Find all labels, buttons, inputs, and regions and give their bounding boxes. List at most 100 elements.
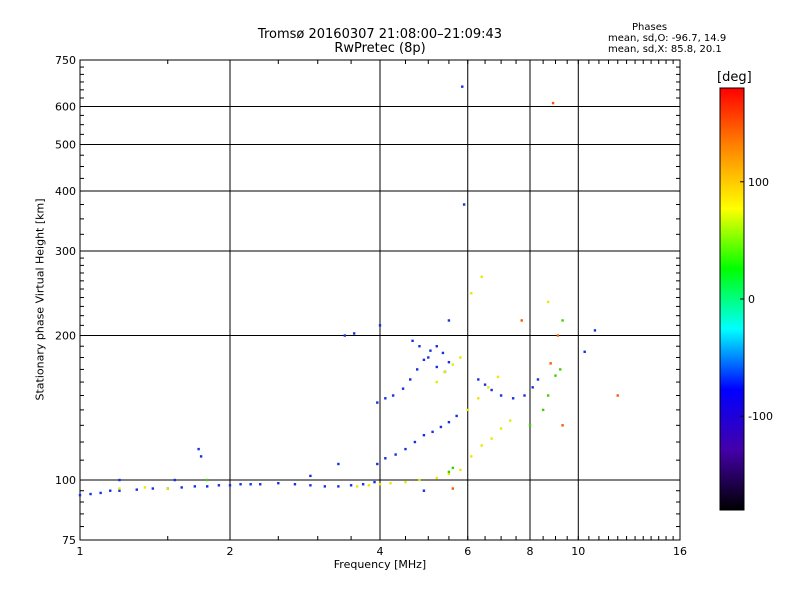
data-point bbox=[431, 430, 434, 434]
data-point bbox=[259, 483, 262, 486]
data-point bbox=[616, 394, 619, 397]
data-point bbox=[249, 483, 252, 486]
data-point bbox=[404, 480, 407, 484]
data-point bbox=[477, 378, 480, 381]
data-point bbox=[228, 484, 232, 487]
data-point bbox=[376, 462, 379, 466]
data-point bbox=[180, 486, 183, 489]
x-tick-label: 6 bbox=[464, 545, 471, 558]
data-point bbox=[118, 478, 121, 482]
data-point bbox=[143, 486, 147, 489]
y-tick-label: 400 bbox=[55, 185, 76, 198]
data-point bbox=[480, 275, 483, 279]
colorbar-tick-label: -100 bbox=[748, 410, 773, 423]
data-point bbox=[496, 375, 500, 379]
data-point bbox=[422, 489, 426, 492]
data-point bbox=[551, 101, 555, 105]
data-point bbox=[197, 447, 200, 451]
data-point bbox=[556, 334, 560, 337]
data-point bbox=[349, 484, 353, 487]
data-point bbox=[404, 447, 407, 451]
stats-heading: Phases bbox=[632, 22, 668, 33]
data-point bbox=[443, 370, 447, 374]
x-axis-label: Frequency [MHz] bbox=[333, 558, 427, 571]
data-point bbox=[151, 487, 155, 490]
data-point bbox=[352, 332, 356, 335]
data-point bbox=[490, 437, 493, 440]
chart-title: Tromsø 20160307 21:08:00–21:09:43 bbox=[257, 27, 503, 42]
x-tick-label: 16 bbox=[673, 545, 687, 558]
data-point bbox=[561, 424, 564, 427]
y-tick-label: 200 bbox=[55, 330, 76, 343]
y-tick-label: 75 bbox=[62, 534, 76, 547]
data-point bbox=[554, 374, 557, 377]
data-point bbox=[361, 483, 365, 486]
y-tick-label: 750 bbox=[55, 54, 76, 67]
data-point bbox=[531, 386, 534, 389]
data-point bbox=[447, 319, 451, 322]
data-point bbox=[435, 365, 438, 369]
data-point bbox=[173, 478, 177, 482]
data-point bbox=[418, 345, 421, 348]
data-point bbox=[378, 324, 382, 327]
x-tick-label: 4 bbox=[377, 545, 384, 558]
data-point bbox=[118, 487, 121, 490]
data-point bbox=[413, 440, 417, 444]
data-point bbox=[480, 444, 483, 447]
data-point bbox=[309, 474, 312, 478]
data-point bbox=[487, 386, 490, 389]
data-point bbox=[451, 363, 455, 366]
stats-line-x: mean, sd,X: 85.8, 20.1 bbox=[608, 44, 722, 55]
data-point bbox=[470, 292, 473, 295]
data-point bbox=[78, 493, 82, 497]
data-point bbox=[277, 481, 280, 485]
data-point bbox=[435, 476, 438, 480]
data-point bbox=[394, 453, 397, 456]
data-point bbox=[559, 368, 562, 371]
data-point bbox=[99, 491, 102, 495]
data-point bbox=[470, 455, 473, 458]
data-point bbox=[523, 394, 526, 397]
data-point bbox=[459, 468, 462, 472]
data-point bbox=[422, 358, 426, 362]
y-tick-label: 500 bbox=[55, 139, 76, 152]
data-point bbox=[459, 356, 462, 359]
data-point bbox=[422, 433, 426, 437]
data-point bbox=[205, 478, 209, 482]
data-point bbox=[520, 319, 523, 322]
data-point bbox=[435, 380, 438, 384]
y-tick-label: 300 bbox=[55, 245, 76, 258]
data-point bbox=[343, 334, 347, 337]
data-point bbox=[378, 483, 382, 486]
data-point bbox=[389, 481, 392, 485]
data-point bbox=[391, 394, 395, 397]
x-tick-label: 1 bbox=[77, 545, 84, 558]
y-tick-label: 100 bbox=[55, 474, 76, 487]
x-tick-label: 2 bbox=[227, 545, 234, 558]
data-point bbox=[415, 368, 419, 371]
data-point bbox=[367, 484, 371, 487]
data-point bbox=[401, 387, 405, 390]
x-tick-label: 8 bbox=[527, 545, 534, 558]
data-point bbox=[541, 408, 545, 412]
data-point bbox=[546, 394, 550, 397]
data-point bbox=[447, 360, 451, 364]
data-point bbox=[355, 485, 359, 488]
data-point bbox=[455, 414, 458, 418]
data-point bbox=[447, 472, 451, 476]
data-point bbox=[427, 356, 430, 359]
data-point bbox=[418, 478, 421, 482]
data-point bbox=[384, 457, 387, 460]
data-point bbox=[193, 485, 197, 488]
data-point bbox=[477, 397, 480, 400]
data-point bbox=[546, 300, 550, 304]
data-point bbox=[499, 394, 503, 397]
data-point bbox=[549, 362, 552, 365]
data-point bbox=[376, 401, 379, 404]
data-point bbox=[109, 489, 112, 492]
data-point bbox=[451, 466, 455, 470]
colorbar-tick-label: 100 bbox=[748, 176, 769, 189]
y-tick-label: 600 bbox=[55, 101, 76, 114]
data-point bbox=[293, 483, 297, 486]
